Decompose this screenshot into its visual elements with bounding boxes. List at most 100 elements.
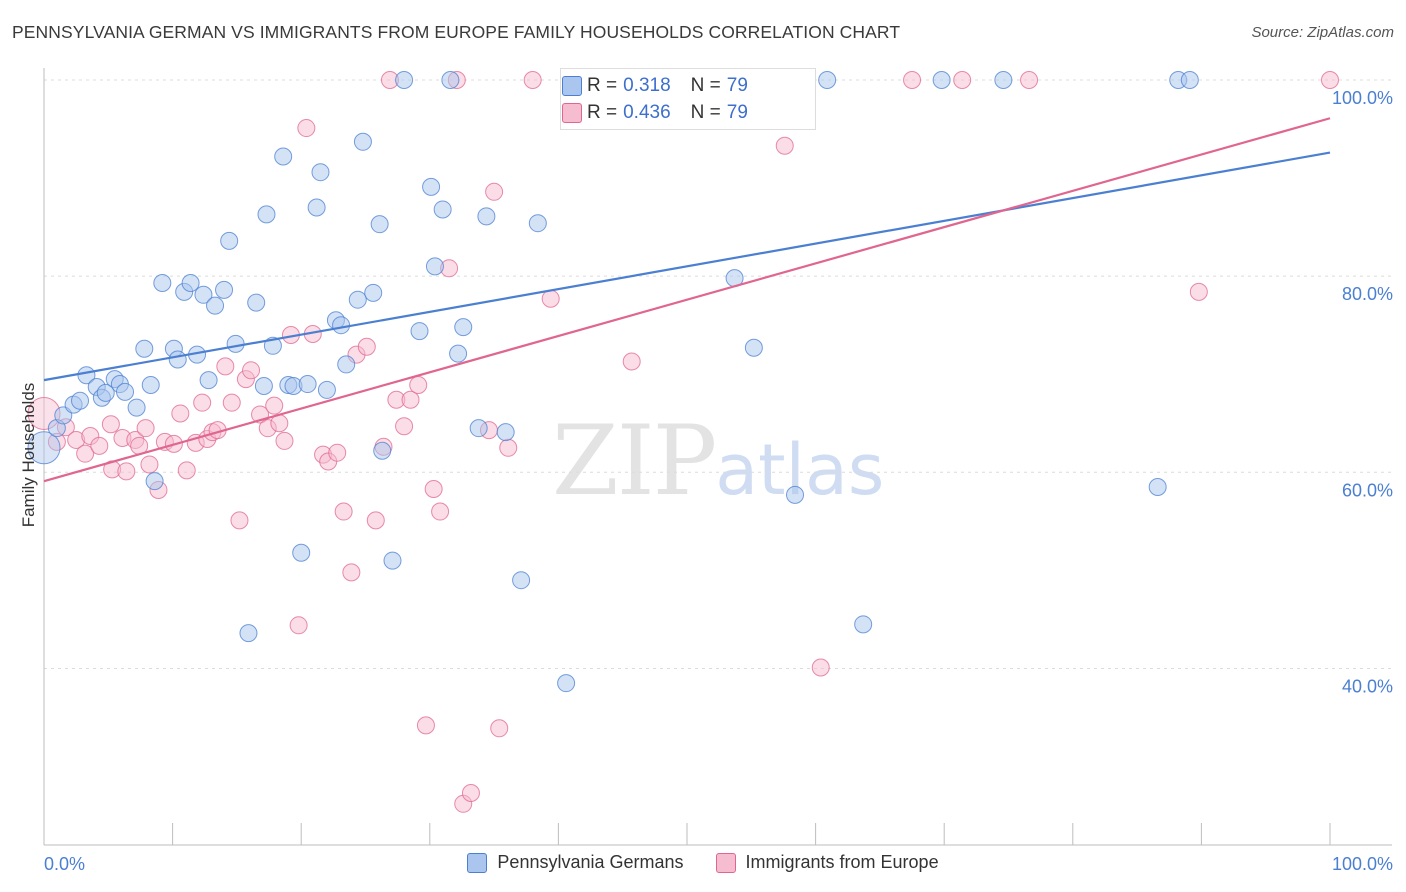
data-point xyxy=(622,352,641,371)
data-point xyxy=(181,274,200,293)
y-tick-label: 100.0% xyxy=(1332,88,1393,108)
n-label: N = xyxy=(690,102,721,123)
data-point xyxy=(90,436,109,455)
legend-item-pennsylvania-germans[interactable]: Pennsylvania Germans xyxy=(467,852,684,873)
data-point xyxy=(274,147,293,166)
data-point xyxy=(416,716,435,735)
data-point xyxy=(263,336,282,355)
data-point xyxy=(307,198,326,217)
data-point xyxy=(449,344,468,363)
data-point xyxy=(1020,71,1039,89)
data-point xyxy=(96,383,115,402)
legend-swatch-blue xyxy=(467,852,488,873)
data-point xyxy=(994,71,1013,89)
data-point xyxy=(289,616,308,635)
data-point xyxy=(395,71,414,89)
data-point xyxy=(477,207,496,226)
data-point xyxy=(353,132,372,151)
data-point xyxy=(410,322,429,341)
legend-swatch-pink xyxy=(715,852,736,873)
data-point xyxy=(136,419,155,438)
data-point xyxy=(334,502,353,521)
data-point xyxy=(216,357,235,376)
legend-item-immigrants-from-europe[interactable]: Immigrants from Europe xyxy=(715,852,939,873)
data-point xyxy=(357,337,376,356)
data-point xyxy=(523,71,542,89)
chart-title: PENNSYLVANIA GERMAN VS IMMIGRANTS FROM E… xyxy=(12,22,901,42)
data-point xyxy=(499,438,518,457)
data-point xyxy=(199,371,218,390)
watermark: ZIPatlas xyxy=(552,405,884,517)
data-point xyxy=(222,393,241,412)
tick-labels: 40.0% 60.0% 80.0% 100.0% 0.0% 100.0% xyxy=(44,88,1393,874)
data-point xyxy=(141,376,160,395)
data-point xyxy=(512,571,531,590)
data-point xyxy=(541,289,560,308)
data-point xyxy=(71,391,90,410)
data-point xyxy=(328,443,347,462)
data-point xyxy=(854,615,873,634)
data-point xyxy=(932,71,951,89)
data-point xyxy=(242,361,261,380)
data-point xyxy=(153,274,172,293)
data-point xyxy=(275,431,294,450)
data-point xyxy=(116,382,135,401)
data-point xyxy=(194,285,213,304)
data-point xyxy=(485,182,504,201)
data-point xyxy=(230,511,249,530)
r-label: R = xyxy=(587,102,618,123)
data-point xyxy=(337,355,356,374)
data-point xyxy=(1189,282,1208,301)
data-point xyxy=(953,71,972,89)
y-tick-label: 40.0% xyxy=(1342,676,1393,696)
stats-row-immigrants-from-europe: R = 0.436 N = 79 xyxy=(562,100,748,126)
blue-swatch xyxy=(562,76,582,96)
data-point xyxy=(528,214,547,233)
data-point xyxy=(117,462,136,481)
data-point xyxy=(127,398,146,417)
data-point xyxy=(226,334,245,353)
x-tick-label: 0.0% xyxy=(44,854,85,874)
data-point xyxy=(383,551,402,570)
data-point xyxy=(433,200,452,219)
data-point xyxy=(557,674,576,693)
data-point xyxy=(903,71,922,89)
data-point xyxy=(257,205,276,224)
data-point xyxy=(395,417,414,436)
data-point xyxy=(424,479,443,498)
data-point xyxy=(292,543,311,562)
data-point xyxy=(441,71,460,89)
data-point xyxy=(811,658,830,677)
n-value: 79 xyxy=(726,102,748,123)
data-point xyxy=(317,380,336,399)
data-point xyxy=(254,377,273,395)
data-point xyxy=(373,441,392,460)
data-point xyxy=(206,296,225,315)
data-point xyxy=(425,257,444,276)
data-point xyxy=(348,290,367,309)
r-value: 0.318 xyxy=(623,75,671,96)
y-tick-label: 60.0% xyxy=(1342,480,1393,500)
data-point xyxy=(422,177,441,196)
data-point xyxy=(496,423,515,442)
data-point xyxy=(370,215,389,234)
data-point xyxy=(135,339,154,358)
data-point xyxy=(101,415,120,434)
data-point xyxy=(366,511,385,530)
y-axis-label: Family Households xyxy=(19,383,38,528)
data-point xyxy=(332,316,351,335)
data-point xyxy=(247,293,266,312)
data-point xyxy=(818,71,837,89)
n-label: N = xyxy=(690,75,721,96)
data-point xyxy=(239,624,258,643)
series-immigrants-from-europe xyxy=(27,71,1339,813)
trend-line xyxy=(43,117,1331,483)
pink-swatch xyxy=(562,103,582,123)
data-point xyxy=(469,419,488,438)
watermark-zip: ZIP xyxy=(552,405,717,517)
bottom-legend: Pennsylvania Germans Immigrants from Eur… xyxy=(0,852,1406,873)
data-point xyxy=(1148,478,1167,497)
data-point xyxy=(27,431,61,465)
data-point xyxy=(76,444,95,463)
data-point xyxy=(454,318,473,337)
